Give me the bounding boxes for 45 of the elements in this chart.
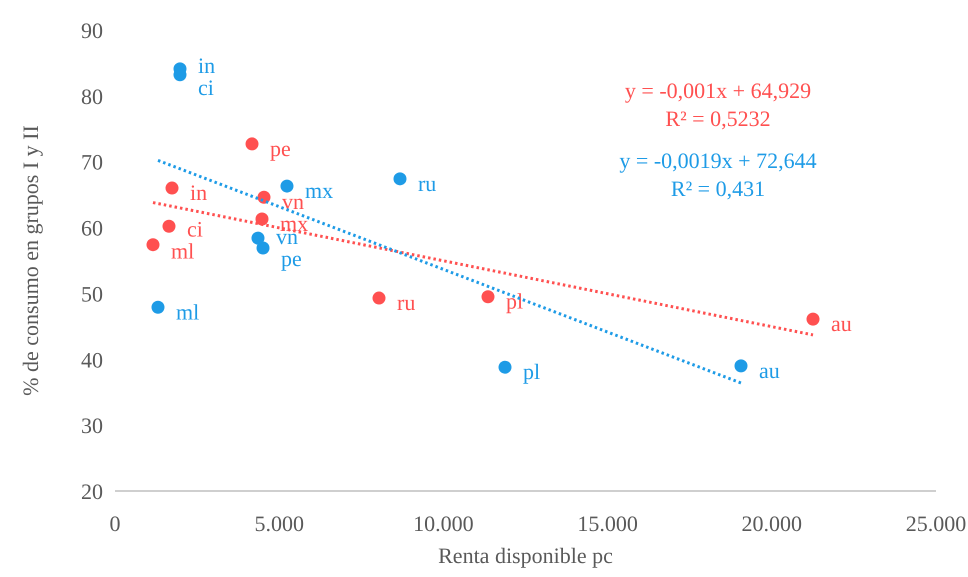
y-tick-label: 20 bbox=[81, 479, 103, 504]
point bbox=[280, 180, 294, 193]
x-tick-label: 5.000 bbox=[254, 511, 304, 536]
data-label: vn bbox=[282, 189, 304, 214]
data-label: in bbox=[190, 180, 208, 206]
data-label: pl bbox=[523, 359, 540, 384]
text: y = -0,001x + 64,929 R² = 0,5232 bbox=[624, 78, 812, 131]
x-tick-label: 20.000 bbox=[742, 511, 802, 536]
data-label: pe bbox=[270, 136, 291, 161]
y-tick-label: 30 bbox=[81, 413, 103, 438]
point bbox=[255, 212, 268, 226]
point bbox=[246, 137, 259, 150]
point bbox=[146, 238, 160, 252]
y-axis-title: % de consumo en grupos I y II bbox=[18, 125, 43, 396]
y-tick-label: 60 bbox=[81, 216, 103, 241]
y-tick-label: 70 bbox=[81, 150, 103, 175]
data-label: pl bbox=[506, 288, 524, 314]
data-label: mx bbox=[304, 178, 334, 204]
point bbox=[393, 172, 406, 186]
x-tick-label: 10.000 bbox=[413, 511, 474, 536]
x-tick-label: 25.000 bbox=[906, 511, 966, 536]
point bbox=[251, 232, 264, 245]
x-tick-label: 15.000 bbox=[577, 511, 638, 536]
point bbox=[166, 182, 179, 195]
x-tick-label: 0 bbox=[110, 511, 120, 536]
data-label: ml bbox=[176, 299, 200, 324]
x-axis-title: Renta disponible pc bbox=[438, 543, 614, 568]
point bbox=[498, 360, 512, 374]
point bbox=[256, 241, 270, 254]
point bbox=[481, 290, 494, 304]
text: y = -0,0019x + 72,644 R² = 0,431 bbox=[619, 148, 817, 201]
data-label: au bbox=[831, 311, 852, 336]
point bbox=[806, 312, 820, 326]
y-tick-label: 50 bbox=[81, 281, 103, 306]
point bbox=[151, 300, 164, 314]
data-label: pe bbox=[281, 246, 302, 272]
point bbox=[734, 359, 748, 372]
y-tick-label: 90 bbox=[81, 18, 103, 43]
y-tick-label: 80 bbox=[81, 84, 103, 109]
point bbox=[372, 292, 386, 305]
point bbox=[162, 220, 176, 233]
data-label: ru bbox=[418, 170, 436, 196]
data-label: ru bbox=[397, 290, 416, 316]
y-tick-label: 40 bbox=[81, 347, 103, 372]
data-label: au bbox=[758, 358, 780, 383]
